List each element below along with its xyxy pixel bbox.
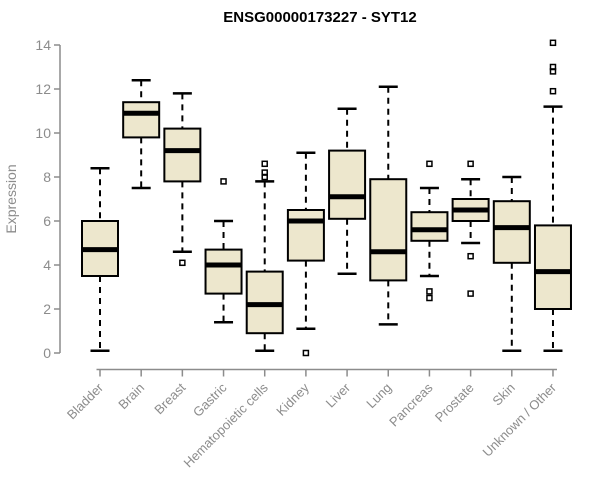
iqr-box	[122, 101, 161, 139]
outlier-point	[549, 39, 557, 47]
x-category-label: Pancreas	[386, 380, 436, 430]
iqr-box	[286, 209, 325, 262]
outlier-point	[426, 294, 433, 302]
x-category-label: Gastric	[190, 380, 230, 420]
iqr-box	[533, 224, 572, 310]
y-tick-label: 4	[43, 257, 51, 273]
iqr-box	[492, 200, 531, 264]
outlier-point	[549, 68, 557, 75]
box-group-hematopoietic-cells	[245, 160, 284, 353]
outlier-point	[179, 259, 186, 267]
y-axis-title: Expression	[3, 164, 19, 233]
outlier-point	[426, 160, 433, 168]
outlier-point	[549, 87, 557, 95]
box-group-gastric	[204, 178, 243, 324]
outlier-point	[467, 290, 474, 297]
y-tick-label: 10	[35, 125, 51, 141]
box-group-breast	[163, 92, 202, 267]
box-group-bladder	[81, 166, 119, 353]
outlier-point	[467, 252, 474, 260]
outlier-point	[426, 288, 433, 295]
iqr-box	[163, 127, 202, 183]
box-group-lung	[369, 85, 408, 326]
y-tick-label: 2	[43, 301, 51, 317]
y-tick-label: 14	[35, 37, 51, 53]
outlier-point	[261, 173, 268, 181]
x-category-label: Prostate	[432, 380, 477, 425]
y-tick-label: 6	[43, 213, 51, 229]
box-group-prostate	[451, 160, 490, 297]
box-group-skin	[492, 175, 531, 353]
x-category-label: Lung	[363, 380, 394, 411]
x-category-label: Brain	[115, 380, 147, 412]
y-tick-label: 8	[43, 169, 51, 185]
x-category-label: Unknown / Other	[480, 380, 560, 460]
outlier-point	[302, 349, 310, 357]
x-category-label: Bladder	[64, 380, 107, 423]
iqr-box	[369, 178, 408, 282]
y-tick-label: 12	[35, 81, 51, 97]
box-group-unknown-other	[533, 39, 572, 353]
iqr-box	[410, 211, 449, 242]
x-category-label: Liver	[323, 380, 354, 411]
box-group-kidney	[286, 151, 325, 357]
box-group-liver	[328, 107, 367, 276]
y-tick-label: 0	[43, 345, 51, 361]
outlier-point	[261, 160, 268, 168]
x-category-label: Kidney	[273, 380, 312, 419]
outlier-point	[467, 160, 474, 168]
box-group-brain	[122, 78, 161, 190]
box-group-pancreas	[410, 160, 449, 302]
x-category-label: Skin	[489, 380, 517, 408]
chart-title: ENSG00000173227 - SYT12	[223, 9, 416, 26]
x-category-label: Breast	[151, 380, 188, 417]
outlier-point	[220, 178, 227, 185]
iqr-box	[204, 248, 243, 295]
iqr-box	[328, 149, 367, 220]
